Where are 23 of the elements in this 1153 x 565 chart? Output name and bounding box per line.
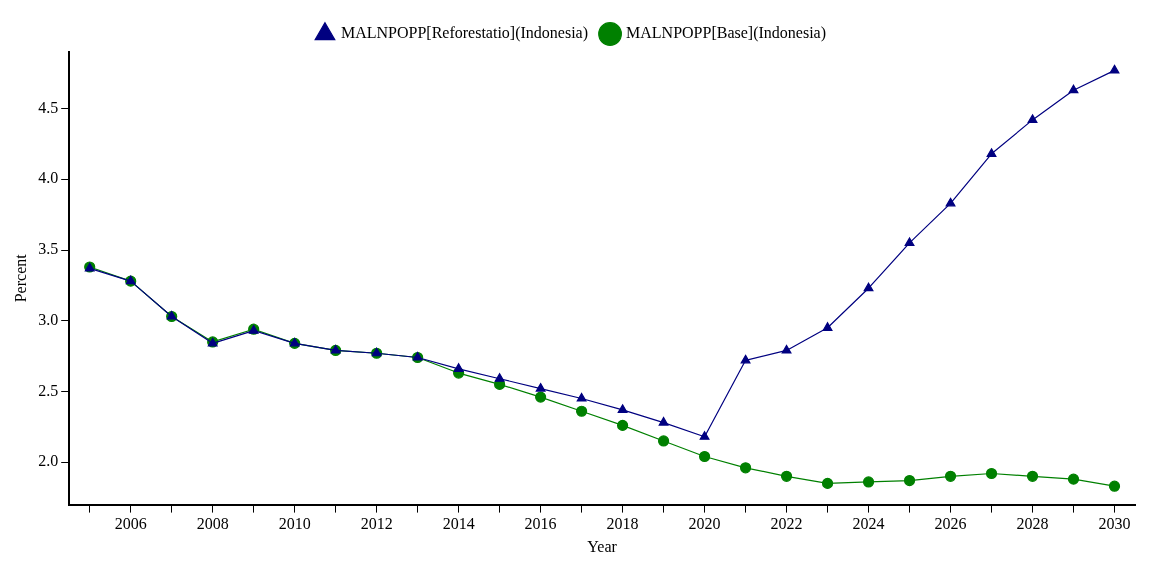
x-tick-label: 2008 — [196, 515, 229, 533]
x-tick-label: 2028 — [1016, 515, 1049, 533]
y-tick-label: 4.0 — [38, 169, 59, 187]
y-tick-label: 3.5 — [38, 240, 59, 258]
y-axis-title: Percent — [11, 253, 29, 303]
y-tick-label: 2.5 — [38, 381, 59, 399]
x-tick-label: 2026 — [934, 515, 967, 533]
legend-label: MALNPOPP[Base](Indonesia) — [626, 24, 827, 43]
x-tick-label: 2016 — [524, 515, 557, 533]
x-tick-label: 2012 — [360, 515, 393, 533]
x-tick-label: 2014 — [442, 515, 475, 533]
y-tick-label: 2.0 — [38, 452, 59, 470]
y-tick-label: 4.5 — [38, 98, 59, 116]
x-tick-label: 2018 — [606, 515, 639, 533]
y-tick-label: 3.0 — [38, 310, 59, 328]
x-tick-label: 2006 — [114, 515, 147, 533]
x-tick-label: 2020 — [688, 515, 721, 533]
x-axis-title: Year — [587, 537, 618, 555]
x-tick-label: 2030 — [1098, 515, 1131, 533]
x-tick-label: 2010 — [278, 515, 311, 533]
x-tick-label: 2022 — [770, 515, 803, 533]
legend-label: MALNPOPP[Reforestatio](Indonesia) — [340, 24, 589, 43]
x-tick-label: 2024 — [852, 515, 885, 533]
